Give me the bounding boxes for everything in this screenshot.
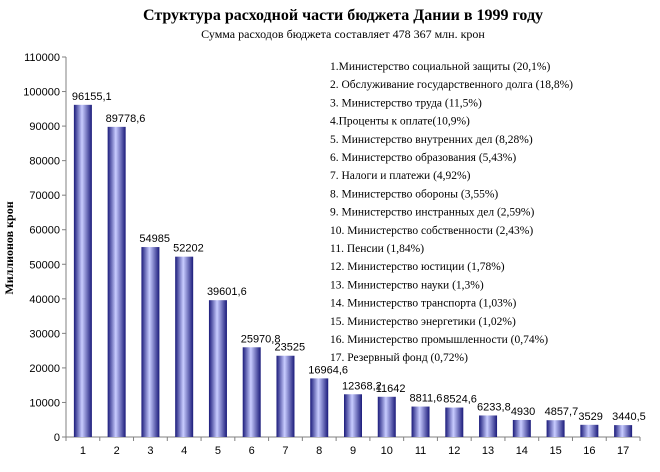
bar	[175, 256, 194, 437]
legend-entry: 17. Резервный фонд (0,72%)	[330, 352, 468, 364]
bar	[141, 247, 160, 437]
y-tick-label: 90000	[29, 121, 60, 133]
bar	[242, 347, 261, 437]
bar	[377, 396, 396, 437]
x-tick-label: 13	[482, 445, 494, 457]
bar-value-label: 3440,5	[612, 411, 646, 423]
x-tick-label: 11	[415, 445, 426, 457]
bar	[344, 394, 362, 437]
y-tick-label: 20000	[29, 363, 60, 375]
legend-entry: 16. Министерство промышленности (0,74%)	[330, 334, 548, 346]
y-tick-label: 80000	[29, 156, 60, 168]
x-tick-label: 10	[381, 445, 393, 457]
legend-entry: 2. Обслуживание государственного долга (…	[330, 79, 573, 91]
legend-entry: 1.Министерство социальной защиты (20,1%)	[330, 61, 551, 73]
bar-value-label: 89778,6	[106, 113, 146, 125]
chart-subtitle: Сумма расходов бюджета составляет 478 36…	[201, 27, 485, 41]
x-tick-label: 5	[215, 445, 221, 457]
chart-title: Структура расходной части бюджета Дании …	[143, 7, 543, 24]
x-tick-label: 8	[316, 445, 322, 457]
bar	[73, 104, 92, 438]
bar-value-label: 11642	[376, 383, 406, 395]
bar	[411, 406, 430, 437]
bar	[614, 425, 633, 437]
bar-value-label: 16964,6	[308, 364, 348, 376]
x-tick-label: 9	[350, 445, 356, 457]
y-tick-label: 60000	[29, 225, 60, 237]
y-tick-label: 10000	[29, 397, 60, 409]
x-tick-label: 16	[583, 445, 595, 457]
bar-value-label: 6233,8	[477, 401, 511, 413]
bar	[276, 355, 295, 437]
legend-entry: 11. Пенсии (1,84%)	[330, 243, 424, 255]
x-tick-label: 1	[80, 445, 86, 457]
y-tick-label: 110000	[24, 52, 60, 64]
bar-value-label: 25970,8	[241, 333, 281, 345]
y-tick-label: 70000	[29, 190, 60, 202]
bar-value-label: 4857,7	[545, 406, 579, 418]
x-tick-label: 14	[516, 445, 528, 457]
bar-value-label: 54985	[139, 233, 170, 245]
x-tick-label: 15	[549, 445, 561, 457]
y-tick-label: 0	[54, 432, 60, 444]
x-tick-label: 4	[181, 445, 187, 457]
y-tick-label: 50000	[29, 259, 60, 271]
legend-entry: 3. Министерство труда (11,5%)	[330, 97, 482, 109]
bar	[445, 407, 464, 437]
y-tick-label: 100000	[23, 87, 60, 99]
bar-value-label: 3529	[578, 411, 602, 423]
legend-entry: 12. Министерство юстиции (1,78%)	[330, 261, 505, 273]
legend-entry: 9. Министерство инстранных дел (2,59%)	[330, 207, 534, 219]
y-tick-label: 30000	[29, 328, 60, 340]
bar	[512, 419, 531, 437]
bar-value-label: 52202	[173, 243, 204, 255]
legend-entry: 13. Министерство науки (1,3%)	[330, 279, 484, 291]
x-tick-label: 3	[147, 445, 153, 457]
y-axis-label: Миллионов крон	[2, 201, 16, 294]
bar	[208, 300, 227, 437]
x-tick-label: 2	[114, 445, 120, 457]
legend-entry: 14. Министерство транспорта (1,03%)	[330, 298, 516, 310]
x-tick-label: 7	[282, 445, 288, 457]
bar-value-label: 8811,6	[410, 393, 443, 405]
x-tick-label: 17	[617, 445, 629, 457]
legend-entry: 6. Министерство образования (5,43%)	[330, 152, 516, 164]
bar-value-label: 4930	[511, 406, 535, 418]
bar-value-label: 12368,2	[342, 380, 382, 392]
legend-entry: 10. Министерство собственности (2,43%)	[330, 225, 533, 237]
legend-entry: 8. Министерство обороны (3,55%)	[330, 188, 498, 200]
bar-value-label: 8524,6	[443, 394, 477, 406]
legend-entry: 5. Министерство внутренних дел (8,28%)	[330, 134, 533, 146]
bar	[107, 126, 126, 437]
legend-entry: 4.Проценты к оплате(10,9%)	[330, 116, 470, 128]
bar	[546, 420, 565, 437]
bar-value-label: 96155,1	[72, 91, 112, 103]
legend-entry: 7. Налоги и платежи (4,92%)	[330, 170, 471, 182]
bar	[580, 424, 599, 437]
x-tick-label: 12	[448, 445, 460, 457]
y-tick-label: 40000	[29, 294, 60, 306]
bar	[310, 378, 329, 437]
bar-value-label: 23525	[274, 342, 305, 354]
x-tick-label: 6	[249, 445, 255, 457]
bar	[479, 415, 498, 437]
legend-entry: 15. Министерство энергетики (1,02%)	[330, 316, 516, 328]
bar-value-label: 39601,6	[207, 286, 247, 298]
